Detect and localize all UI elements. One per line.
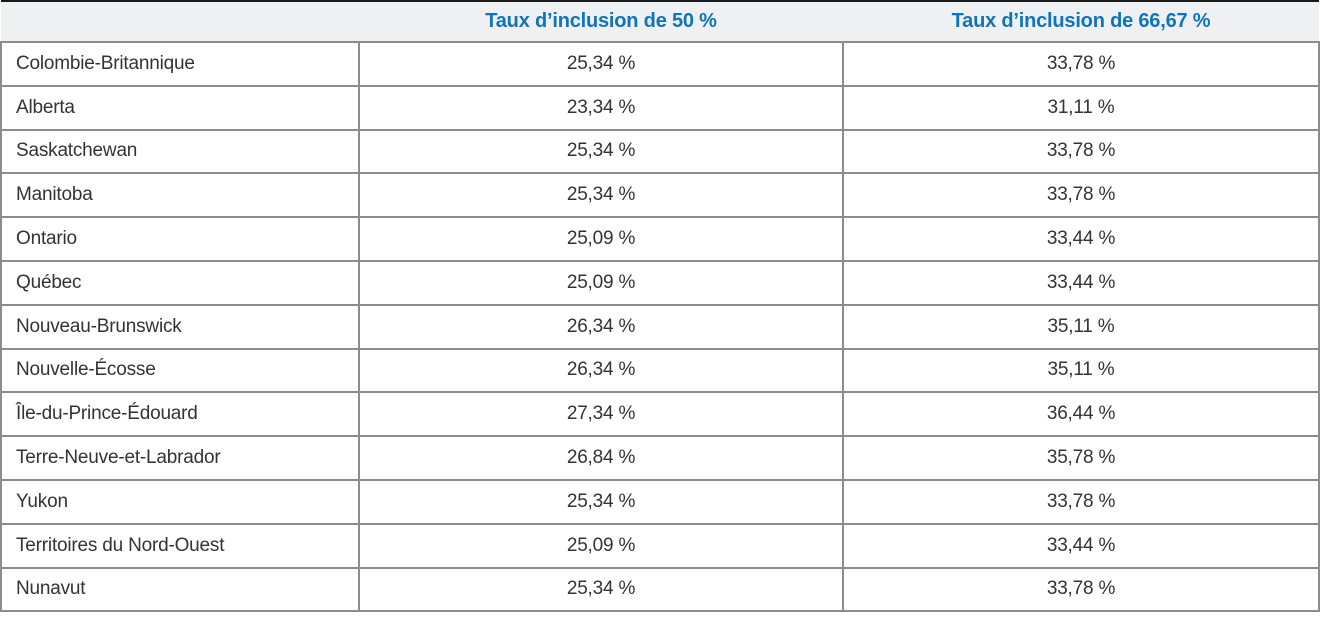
region-cell: Territoires du Nord-Ouest — [0, 522, 360, 569]
rate-50-cell: 23,34 % — [358, 84, 844, 131]
rate-50-cell: 27,34 % — [358, 391, 844, 438]
rate-6667-cell: 33,78 % — [842, 128, 1320, 175]
table-row: Terre-Neuve-et-Labrador 26,84 % 35,78 % — [0, 435, 1320, 481]
rate-50-cell: 25,09 % — [358, 259, 844, 306]
rate-6667-cell: 33,44 % — [842, 522, 1320, 569]
rate-50-cell: 25,34 % — [358, 172, 844, 219]
rate-6667-cell: 33,78 % — [842, 566, 1320, 613]
rate-6667-cell: 33,78 % — [842, 41, 1320, 87]
header-rate-6667: Taux d’inclusion de 66,67 % — [843, 0, 1319, 43]
region-cell: Ontario — [0, 216, 360, 262]
region-cell: Manitoba — [0, 172, 360, 219]
table-row: Nouveau-Brunswick 26,34 % 35,11 % — [0, 303, 1320, 350]
header-empty-cell — [1, 0, 359, 43]
rate-50-cell: 26,84 % — [358, 435, 844, 481]
table-row: Ontario 25,09 % 33,44 % — [0, 216, 1320, 262]
table-header-row: Taux d’inclusion de 50 % Taux d’inclusio… — [1, 0, 1319, 43]
inclusion-rates-table: Taux d’inclusion de 50 % Taux d’inclusio… — [0, 0, 1320, 613]
region-cell: Terre-Neuve-et-Labrador — [0, 435, 360, 481]
table-row: Nouvelle-Écosse 26,34 % 35,11 % — [0, 347, 1320, 394]
rate-6667-cell: 33,44 % — [842, 259, 1320, 306]
rate-50-cell: 25,34 % — [358, 41, 844, 87]
region-cell: Île-du-Prince-Édouard — [0, 391, 360, 438]
table-row: Yukon 25,34 % 33,78 % — [0, 478, 1320, 525]
rate-50-cell: 26,34 % — [358, 347, 844, 394]
rate-50-cell: 25,09 % — [358, 522, 844, 569]
rate-50-cell: 26,34 % — [358, 303, 844, 350]
region-cell: Nouvelle-Écosse — [0, 347, 360, 394]
rate-50-cell: 25,34 % — [358, 128, 844, 175]
rate-50-cell: 25,34 % — [358, 478, 844, 525]
rate-6667-cell: 35,78 % — [842, 435, 1320, 481]
rate-6667-cell: 33,78 % — [842, 478, 1320, 525]
table-row: Québec 25,09 % 33,44 % — [0, 259, 1320, 306]
rate-6667-cell: 35,11 % — [842, 303, 1320, 350]
rate-6667-cell: 33,78 % — [842, 172, 1320, 219]
table-row: Île-du-Prince-Édouard 27,34 % 36,44 % — [0, 391, 1320, 438]
header-rate-50: Taux d’inclusion de 50 % — [359, 0, 843, 43]
rate-6667-cell: 35,11 % — [842, 347, 1320, 394]
table-row: Alberta 23,34 % 31,11 % — [0, 84, 1320, 131]
rate-6667-cell: 36,44 % — [842, 391, 1320, 438]
region-cell: Saskatchewan — [0, 128, 360, 175]
table-row: Colombie-Britannique 25,34 % 33,78 % — [0, 41, 1320, 87]
rate-50-cell: 25,09 % — [358, 216, 844, 262]
region-cell: Colombie-Britannique — [0, 41, 360, 87]
rate-6667-cell: 31,11 % — [842, 84, 1320, 131]
table-row: Nunavut 25,34 % 33,78 % — [0, 566, 1320, 613]
rate-6667-cell: 33,44 % — [842, 216, 1320, 262]
region-cell: Nunavut — [0, 566, 360, 613]
region-cell: Nouveau-Brunswick — [0, 303, 360, 350]
table-row: Saskatchewan 25,34 % 33,78 % — [0, 128, 1320, 175]
region-cell: Yukon — [0, 478, 360, 525]
table-row: Manitoba 25,34 % 33,78 % — [0, 172, 1320, 219]
rate-50-cell: 25,34 % — [358, 566, 844, 613]
region-cell: Québec — [0, 259, 360, 306]
table-row: Territoires du Nord-Ouest 25,09 % 33,44 % — [0, 522, 1320, 569]
region-cell: Alberta — [0, 84, 360, 131]
